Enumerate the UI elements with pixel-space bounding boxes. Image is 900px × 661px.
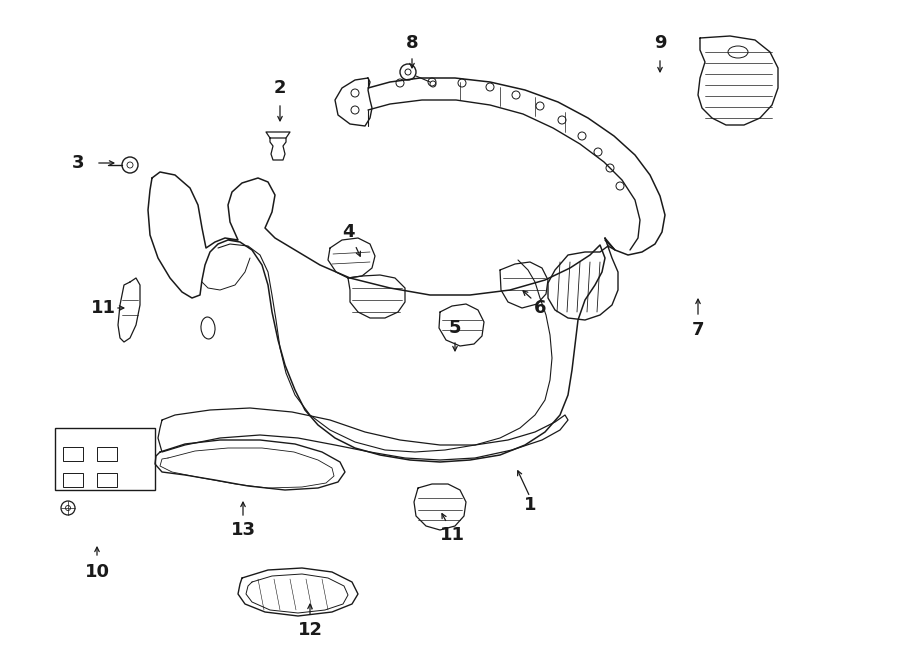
- Text: 10: 10: [85, 563, 110, 581]
- Text: 13: 13: [230, 521, 256, 539]
- Text: 9: 9: [653, 34, 666, 52]
- Text: 6: 6: [534, 299, 546, 317]
- Text: 3: 3: [72, 154, 85, 172]
- Text: 2: 2: [274, 79, 286, 97]
- Bar: [55, 428, 155, 490]
- Text: 12: 12: [298, 621, 322, 639]
- Text: 4: 4: [342, 223, 355, 241]
- Bar: [97, 473, 117, 487]
- Bar: [63, 473, 83, 487]
- Text: 11: 11: [439, 526, 464, 544]
- Text: 7: 7: [692, 321, 704, 339]
- Bar: [63, 447, 83, 461]
- Text: 5: 5: [449, 319, 461, 337]
- Text: 11: 11: [91, 299, 115, 317]
- Bar: [97, 447, 117, 461]
- Text: 1: 1: [524, 496, 536, 514]
- Text: 8: 8: [406, 34, 419, 52]
